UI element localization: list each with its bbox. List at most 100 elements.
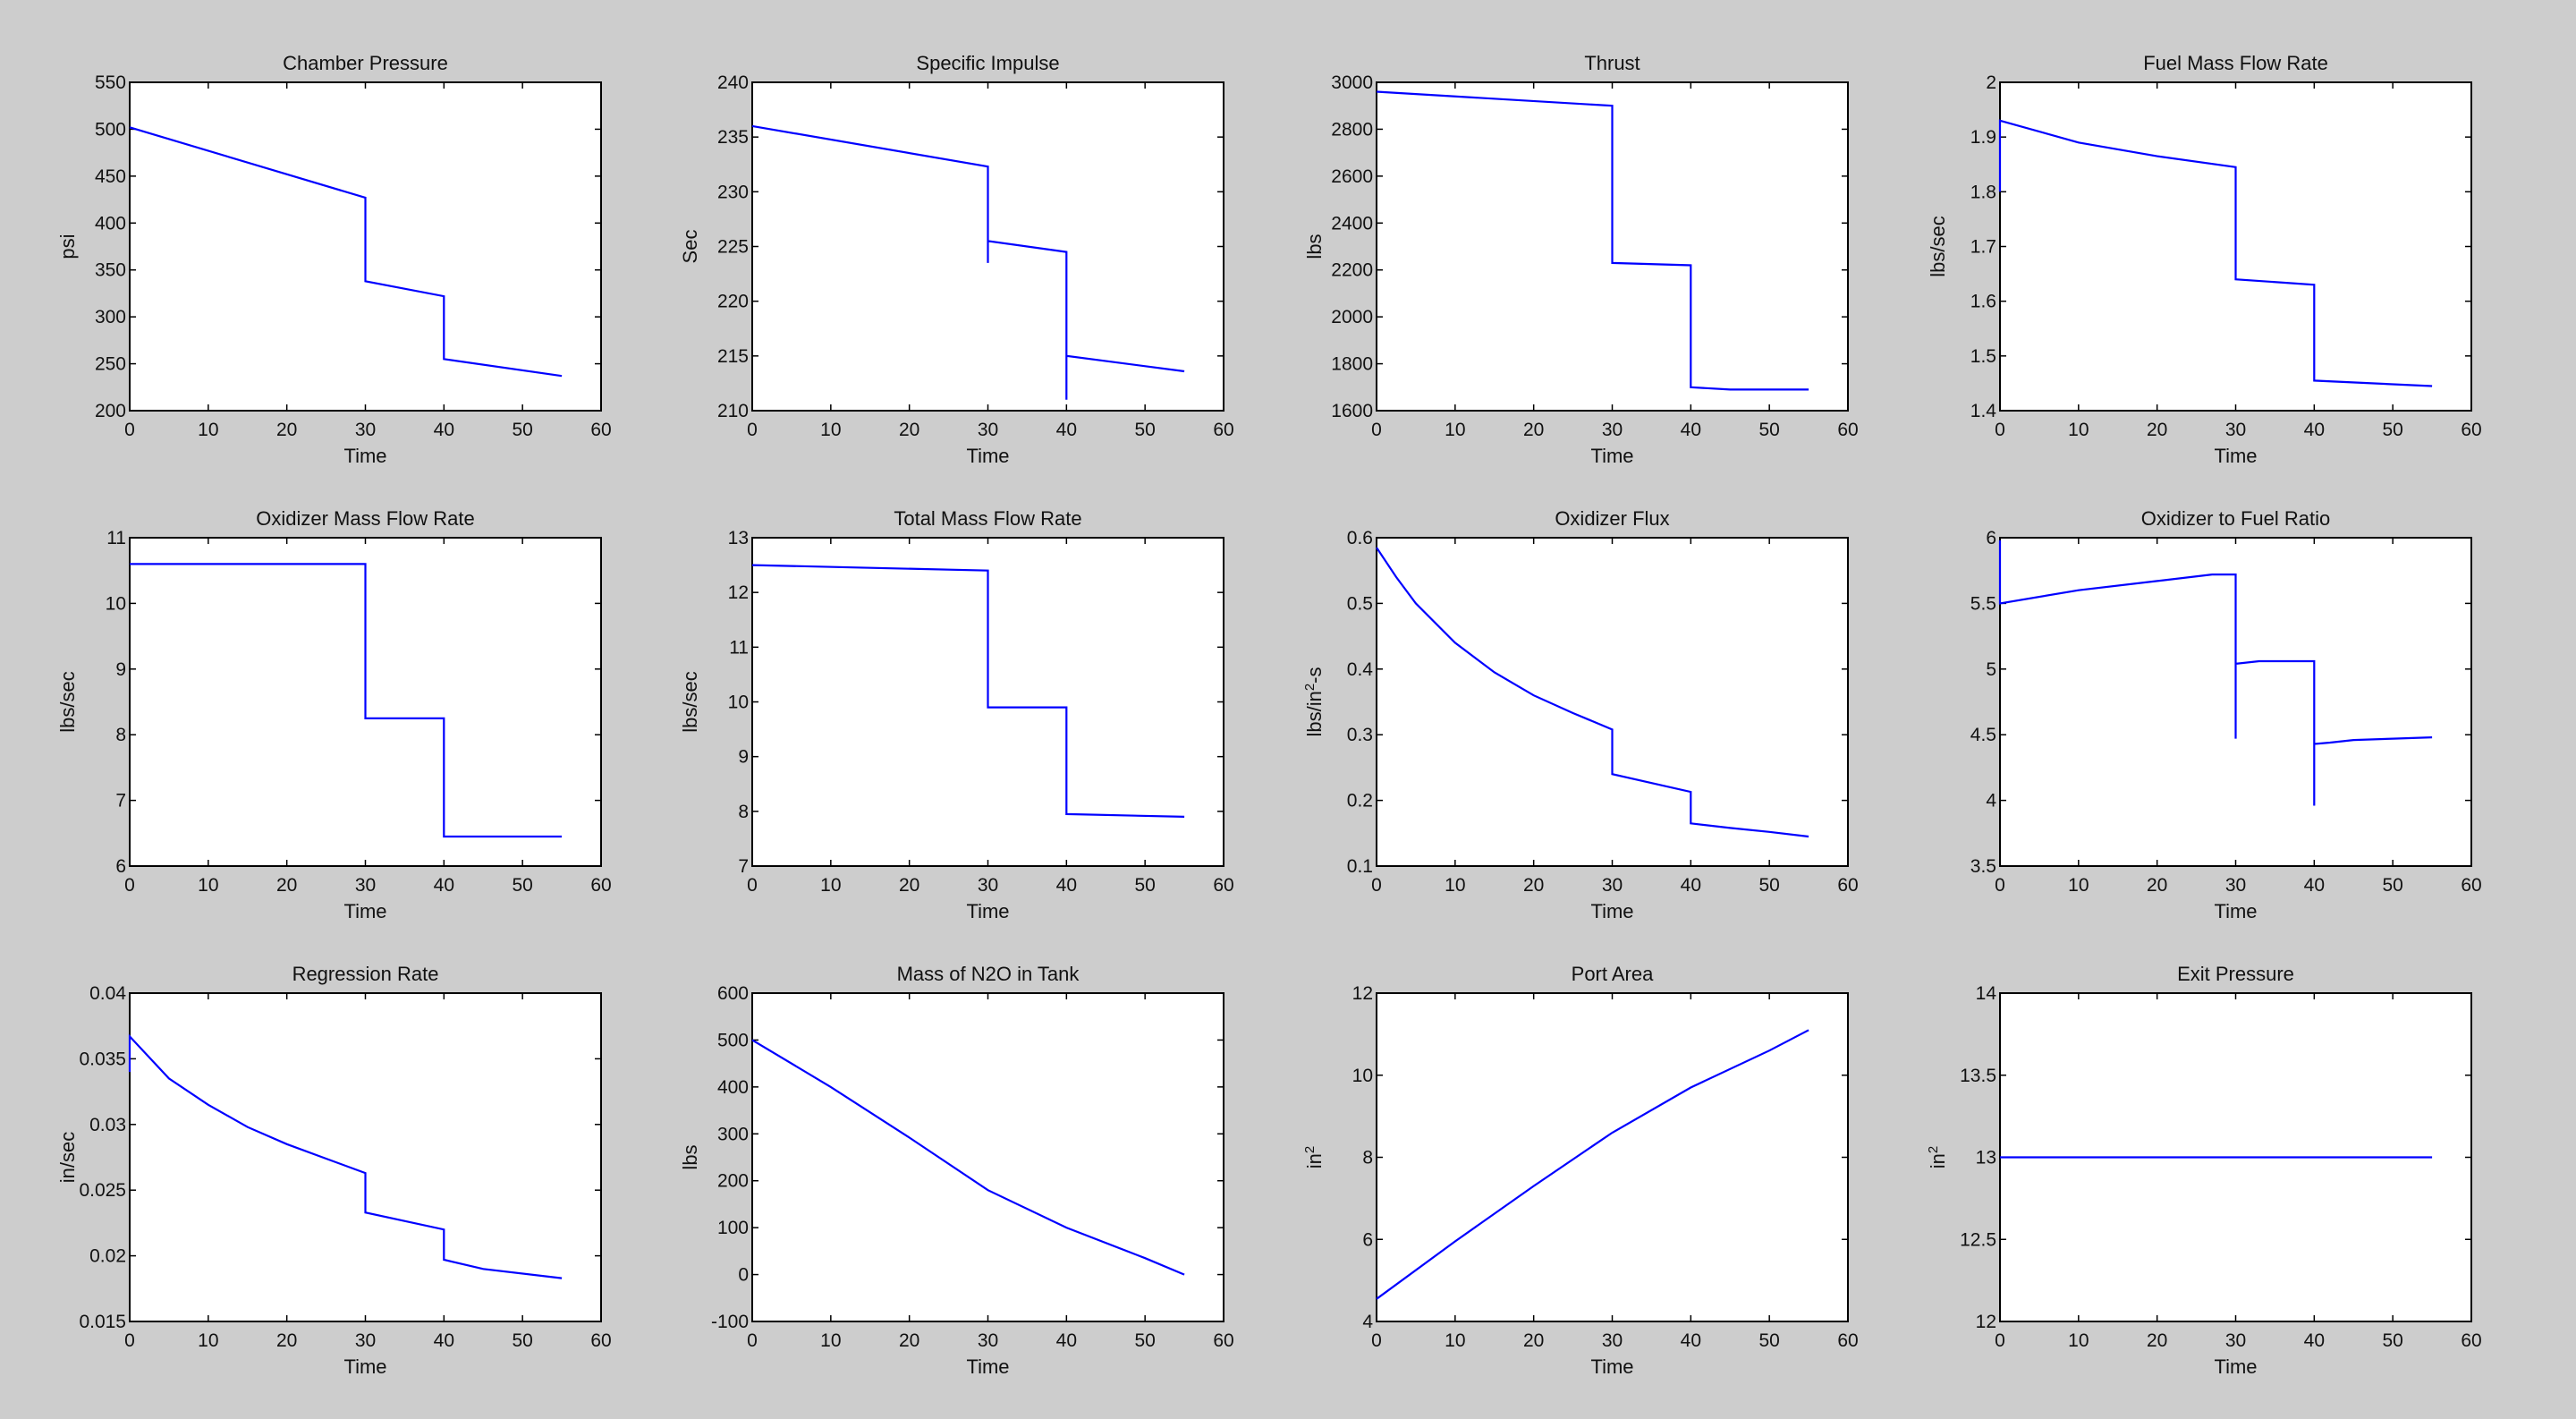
x-tick-label: 50 <box>512 1330 532 1351</box>
x-tick-label: 40 <box>434 875 454 896</box>
x-tick-label: 30 <box>2225 875 2246 896</box>
y-tick-label: 7 <box>738 856 749 877</box>
x-tick-label: 50 <box>1134 1330 1155 1351</box>
x-tick-label: 60 <box>1837 1330 1858 1351</box>
y-tick-label: 600 <box>717 983 749 1004</box>
y-axis-label-text: lbs/sec <box>1927 216 1949 276</box>
x-tick-label: 0 <box>1371 1330 1382 1351</box>
x-axis-label: Time <box>2214 900 2257 922</box>
x-axis-label: Time <box>966 1355 1009 1378</box>
x-tick-label: 60 <box>2461 1330 2481 1351</box>
y-axis-label-text: lbs/sec <box>679 671 701 732</box>
y-tick-label: 400 <box>717 1077 749 1098</box>
x-tick-label: 20 <box>899 420 919 440</box>
x-tick-label: 50 <box>1758 875 1779 896</box>
y-tick-label: 11 <box>729 637 749 658</box>
x-axis-label: Time <box>1590 1355 1633 1378</box>
x-tick-label: 0 <box>1995 420 2005 440</box>
y-tick-label: 13 <box>1976 1148 1996 1168</box>
x-tick-label: 40 <box>434 420 454 440</box>
x-tick-label: 50 <box>2382 420 2402 440</box>
series-line <box>1376 1029 1809 1300</box>
y-tick-label: 3000 <box>1331 72 1373 93</box>
y-tick-label: 1.6 <box>1970 292 1996 312</box>
x-tick-label: 20 <box>2147 420 2167 440</box>
y-tick-label: 12 <box>728 582 749 603</box>
y-tick-label: 0.015 <box>79 1312 126 1332</box>
chart-title: Chamber Pressure <box>283 52 448 74</box>
y-axis-label: lbs/sec <box>679 671 701 732</box>
y-tick-label: 1.8 <box>1970 182 1996 202</box>
y-tick-label: 215 <box>717 346 749 367</box>
x-axis-label: Time <box>966 900 1009 922</box>
y-axis-label-text: lbs <box>679 1144 701 1169</box>
series-line <box>1376 547 1809 838</box>
chart-title: Total Mass Flow Rate <box>894 507 1081 530</box>
x-tick-label: 40 <box>2304 1330 2325 1351</box>
x-tick-label: 40 <box>2304 875 2325 896</box>
y-tick-label: 300 <box>95 307 126 327</box>
x-tick-label: 40 <box>1681 875 1701 896</box>
x-axis-label: Time <box>343 1355 386 1378</box>
x-axis-label: Time <box>2214 1355 2257 1378</box>
x-tick-label: 20 <box>2147 875 2167 896</box>
y-tick-label: 0 <box>738 1265 749 1286</box>
y-tick-label: 225 <box>717 237 749 258</box>
x-tick-label: 40 <box>1056 1330 1077 1351</box>
y-tick-label: 2000 <box>1331 307 1373 327</box>
x-tick-label: 30 <box>355 1330 376 1351</box>
y-tick-label: 7 <box>115 791 126 811</box>
x-tick-label: 50 <box>1758 420 1779 440</box>
plot-area <box>751 992 1224 1322</box>
x-tick-label: 20 <box>276 875 297 896</box>
chart-title: Port Area <box>1572 963 1654 985</box>
x-tick-label: 20 <box>899 1330 919 1351</box>
x-tick-label: 30 <box>1602 420 1623 440</box>
y-tick-label: 450 <box>95 166 126 187</box>
series-line <box>1998 540 2433 806</box>
y-tick-label: 0.4 <box>1347 659 1374 680</box>
x-tick-label: 30 <box>978 875 998 896</box>
chart-title: Thrust <box>1584 52 1640 74</box>
y-tick-label: 12 <box>1352 983 1373 1004</box>
chart-title: Oxidizer Mass Flow Rate <box>256 507 475 530</box>
y-tick-label: 1.4 <box>1970 401 1997 421</box>
y-axis-label: lbs <box>679 1144 701 1169</box>
y-axis-label-text: in/sec <box>56 1132 79 1183</box>
x-axis-label: Time <box>2214 445 2257 467</box>
y-tick-label: 14 <box>1976 983 1997 1004</box>
x-tick-label: 30 <box>355 420 376 440</box>
y-tick-label: 12.5 <box>1960 1229 1996 1250</box>
y-tick-label: 1.7 <box>1970 237 1996 258</box>
y-axis-label-superscript: 2 <box>1926 1146 1941 1153</box>
x-tick-label: 40 <box>1056 420 1077 440</box>
y-tick-label: 2800 <box>1331 119 1373 140</box>
x-tick-label: 60 <box>1837 875 1858 896</box>
x-tick-label: 60 <box>1213 420 1233 440</box>
x-tick-label: 40 <box>2304 420 2325 440</box>
y-tick-label: 220 <box>717 292 749 312</box>
y-tick-label: 4 <box>1986 791 1996 811</box>
y-tick-label: 10 <box>728 693 749 713</box>
y-axis-label-text: lbs <box>1303 234 1326 259</box>
x-tick-label: 0 <box>124 1330 135 1351</box>
series-line <box>1376 90 1809 391</box>
x-tick-label: 0 <box>1371 875 1382 896</box>
y-tick-label: 8 <box>115 725 126 745</box>
x-tick-label: 50 <box>1758 1330 1779 1351</box>
y-tick-label: 0.1 <box>1347 856 1373 877</box>
x-tick-label: 60 <box>1213 875 1233 896</box>
y-tick-label: 235 <box>717 127 749 148</box>
x-tick-label: 20 <box>276 1330 297 1351</box>
y-tick-label: 1600 <box>1331 401 1373 421</box>
y-tick-label: 4.5 <box>1970 725 1996 745</box>
x-tick-label: 50 <box>1134 875 1155 896</box>
x-axis-label: Time <box>1590 445 1633 467</box>
y-tick-label: 240 <box>717 72 749 93</box>
x-tick-label: 0 <box>124 875 135 896</box>
chart-title: Exit Pressure <box>2177 963 2294 985</box>
subplot: 0 10 20 30 40 50 60 12 12.5 13 13.5 14 Exit Pressure… <box>1926 963 2482 1378</box>
subplot: 0 10 20 30 40 50 60 6 7 8 9 10 11 Oxidizer Mass Flow … <box>56 507 612 922</box>
x-tick-label: 0 <box>747 875 758 896</box>
